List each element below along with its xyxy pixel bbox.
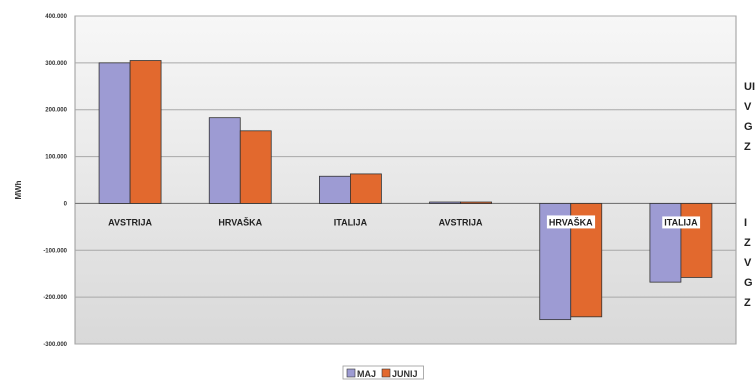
gridlines	[75, 15, 736, 345]
side-label-text: I	[744, 217, 747, 229]
side-label-text: UI	[744, 81, 755, 93]
y-tick-label: 400.000	[45, 14, 67, 20]
bar-junij	[460, 201, 492, 204]
bar-junij	[129, 60, 162, 204]
legend-label-junij: JUNIJ	[392, 369, 418, 379]
category-label: HRVAŠKA	[549, 216, 593, 227]
bar-junij	[239, 130, 272, 204]
y-tick-label: 100.000	[45, 155, 67, 161]
legend-label-maj: MAJ	[357, 369, 376, 379]
plot-area	[74, 15, 737, 345]
legend-swatch-maj	[346, 368, 356, 378]
y-tick-label: -300.000	[43, 342, 67, 348]
side-label-text: Z	[744, 237, 751, 249]
category-label: AVSTRIJA	[439, 217, 483, 227]
category-label-background	[662, 216, 701, 229]
side-label-text: G	[744, 277, 753, 289]
y-tick-label: 300.000	[45, 61, 67, 67]
side-label-text: Z	[744, 297, 751, 309]
side-label-text: Z	[744, 141, 751, 153]
bar-junij	[350, 173, 382, 204]
legend: MAJ JUNIJ	[342, 365, 424, 380]
y-axis-ticks: -300.000 -200.000 -100.000 0 100.000 200.000 3…	[43, 14, 67, 348]
category-label-background	[546, 215, 596, 229]
y-tick-label: -200.000	[43, 295, 67, 301]
side-label-text: V	[744, 101, 752, 113]
legend-swatch-junij	[381, 368, 391, 378]
category-label: ITALIJA	[334, 217, 368, 227]
category-label: ITALIJA	[664, 217, 698, 227]
bar-maj	[649, 203, 682, 283]
bar-junij	[680, 203, 713, 278]
bars	[98, 60, 713, 321]
bar-maj	[208, 117, 241, 204]
side-label-text: G	[744, 121, 753, 133]
bar-maj	[429, 201, 461, 204]
y-tick-label: 0	[64, 201, 68, 207]
bar-maj	[319, 175, 351, 204]
bar-maj	[98, 62, 131, 204]
y-axis-label: MWh	[14, 180, 23, 199]
side-label-text: V	[744, 257, 752, 269]
y-tick-label: -100.000	[43, 248, 67, 254]
category-labels: AVSTRIJA HRVAŠKA ITALIJA AVSTRIJA HRVAŠKA ITA…	[108, 215, 701, 229]
category-label: AVSTRIJA	[108, 217, 152, 227]
y-tick-label: 200.000	[45, 108, 67, 114]
category-label: HRVAŠKA	[218, 216, 262, 227]
